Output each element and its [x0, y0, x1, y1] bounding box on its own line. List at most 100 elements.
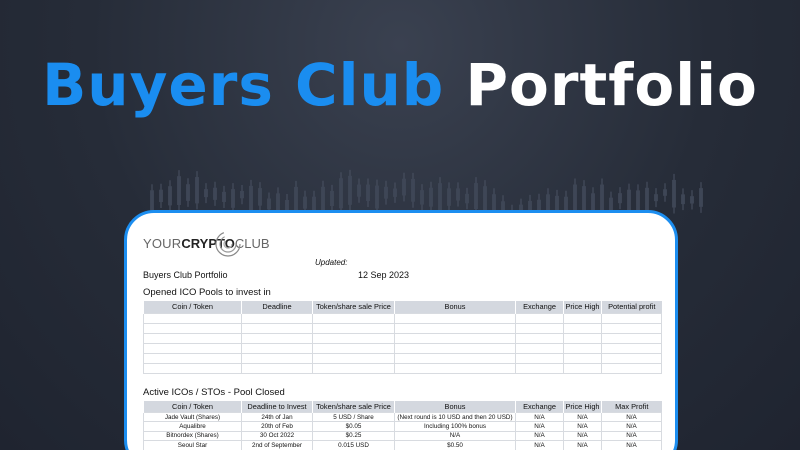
table-cell: 5 USD / Share: [312, 411, 395, 423]
table-cell: [394, 362, 516, 374]
candle-body: [528, 200, 532, 218]
table-row: [143, 322, 662, 334]
candle-body: [339, 178, 343, 209]
table-cell: [143, 352, 242, 364]
table-cell: [515, 362, 564, 374]
opened-header-cell: Potential profit: [601, 301, 662, 313]
active-header-cell: Deadline to Invest: [241, 400, 313, 413]
table-cell: [601, 362, 662, 374]
table-cell: [563, 332, 602, 344]
candle-body: [492, 194, 496, 223]
table-cell: N/A: [515, 421, 564, 432]
table-row: [143, 352, 662, 364]
opened-header-cell: Token/share sale Price: [312, 301, 395, 313]
table-row: [143, 362, 662, 374]
table-cell: [394, 352, 516, 364]
table-cell: [394, 312, 516, 324]
candle-body: [474, 183, 478, 210]
candle-body: [456, 188, 460, 201]
opened-header-cell: Coin / Token: [143, 301, 242, 313]
table-cell: [143, 362, 242, 374]
table-row: [143, 332, 662, 344]
candle-body: [222, 191, 226, 202]
table-cell: [601, 322, 662, 334]
table-cell: N/A: [515, 430, 564, 442]
candle-body: [357, 184, 361, 197]
table-cell: N/A: [394, 430, 516, 442]
table-cell: [601, 352, 662, 364]
table-cell: [241, 362, 313, 374]
table-cell: N/A: [563, 440, 602, 450]
candle-body: [159, 189, 163, 203]
candle-body: [429, 187, 433, 207]
candle-body: [186, 184, 190, 201]
logo-swirl-icon: [215, 231, 241, 257]
candle-body: [240, 190, 244, 199]
active-header-cell: Token/share sale Price: [312, 400, 395, 413]
candle-body: [438, 183, 442, 211]
active-header-cell: Bonus: [394, 400, 516, 413]
table-cell: [515, 332, 564, 344]
candle-body: [663, 189, 667, 196]
table-cell: 0.015 USD: [312, 440, 395, 450]
table-cell: [241, 342, 313, 354]
candle-body: [645, 187, 649, 216]
table-row: Aqualibre 20th of Feb $0.05 Including 100% …: [143, 421, 662, 432]
table-cell: [601, 342, 662, 354]
candle-body: [258, 188, 262, 206]
candle-body: [267, 198, 271, 210]
logo-text-your: YOUR: [143, 236, 182, 251]
table-cell: 2nd of September: [241, 440, 313, 450]
candle-body: [285, 199, 289, 214]
table-cell: [143, 312, 242, 324]
candle-body: [546, 194, 550, 226]
table-cell: [601, 332, 662, 344]
candle-body: [168, 186, 172, 206]
table-cell: [563, 322, 602, 334]
candle-body: [483, 186, 487, 218]
table-cell: [563, 342, 602, 354]
candle-body: [465, 193, 469, 204]
table-cell: [563, 362, 602, 374]
table-cell: [312, 312, 395, 324]
table-cell: $0.50: [394, 440, 516, 450]
table-cell: (Next round is 10 USD and then 20 USD): [394, 411, 516, 423]
table-cell: [563, 352, 602, 364]
candle-body: [366, 184, 370, 201]
portfolio-title: Buyers Club Portfolio: [143, 270, 228, 280]
table-row: [143, 312, 662, 324]
candle-body: [681, 194, 685, 205]
opened-header-cell: Deadline: [241, 301, 313, 313]
candle-body: [204, 189, 208, 198]
hero-title-blue: Buyers Club: [42, 51, 445, 119]
logo-text-club: CLUB: [234, 236, 270, 251]
updated-date: 12 Sep 2023: [358, 270, 410, 280]
candle-body: [294, 186, 298, 219]
candle-body: [312, 196, 316, 212]
candle-body: [402, 178, 406, 196]
updated-label: Updated:: [315, 258, 348, 267]
candle-body: [195, 177, 199, 204]
table-cell: [515, 352, 564, 364]
candle-body: [348, 175, 352, 205]
table-cell: [394, 342, 516, 354]
table-cell: N/A: [515, 411, 564, 423]
candle-body: [600, 184, 604, 212]
opened-header-cell: Price High: [563, 301, 602, 313]
table-cell: N/A: [563, 430, 602, 442]
table-cell: $0.05: [312, 421, 395, 432]
candle-body: [384, 186, 388, 199]
table-cell: [515, 312, 564, 324]
table-cell: N/A: [601, 430, 662, 442]
table-cell: 24th of Jan: [241, 411, 313, 423]
candle-body: [564, 196, 568, 215]
portfolio-card: YOURCRYPTOCLUB Updated: Buyers Club Port…: [124, 210, 678, 450]
table-cell: N/A: [601, 411, 662, 423]
table-row: Seoul Star 2nd of September 0.015 USD $0.50…: [143, 440, 662, 450]
active-header-cell: Price High: [563, 400, 602, 413]
candle-body: [276, 193, 280, 214]
table-cell: [394, 322, 516, 334]
candle-body: [591, 193, 595, 212]
table-cell: Aqualibre: [143, 421, 242, 432]
table-cell: 20th of Feb: [241, 421, 313, 432]
